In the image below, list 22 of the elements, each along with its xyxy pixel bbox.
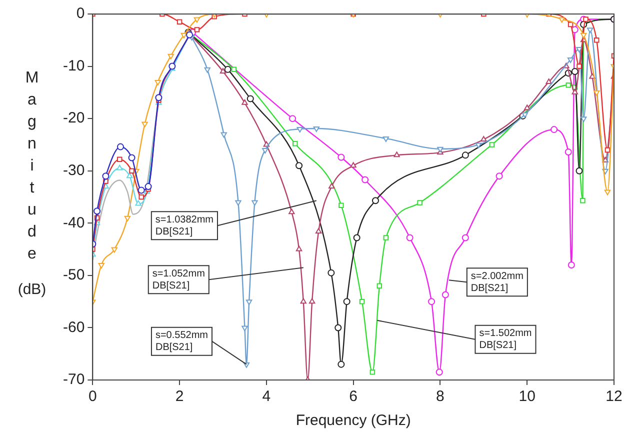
annotation: s=1.0382mm DB[S21] <box>155 214 214 238</box>
x-tick-label: 0 <box>88 388 97 406</box>
y-tick-label: 0 <box>76 5 85 22</box>
x-tick-label: 6 <box>349 388 358 406</box>
x-tick-label: 8 <box>436 388 444 406</box>
x-tick-label: 4 <box>262 388 271 406</box>
y-tick-label: -60 <box>62 318 85 336</box>
y-tick-label: -40 <box>62 214 85 232</box>
annotation: s=1.502mm DB[S21] <box>479 328 532 352</box>
y-tick-label: -70 <box>62 371 85 388</box>
annotation: s=2.002mm DB[S21] <box>470 270 524 294</box>
annotation: s=0.552mm DB[S21] <box>155 330 208 354</box>
y-tick-label: -20 <box>62 110 85 127</box>
y-tick-label: -50 <box>62 266 85 284</box>
x-axis-title: Frequency (GHz) <box>296 412 411 429</box>
x-tick-label: 10 <box>518 388 536 406</box>
y-tick-label: -10 <box>62 57 85 74</box>
annotation: s=1.052mm DB[S21] <box>152 268 205 292</box>
y-tick-label: -30 <box>62 162 85 179</box>
x-tick-label: 2 <box>175 388 184 406</box>
text: Magnitude (dB) <box>18 69 46 298</box>
x-tick-label: 12 <box>606 388 622 406</box>
